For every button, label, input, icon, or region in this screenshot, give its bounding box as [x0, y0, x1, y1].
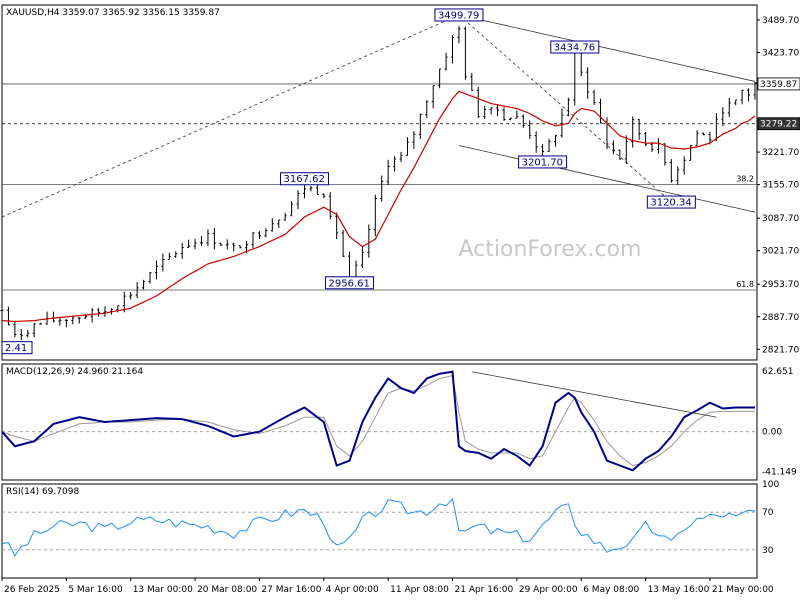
trend-line: [458, 14, 672, 203]
price-label-box: [646, 195, 696, 209]
y-tick-label: 2953.70: [762, 280, 799, 290]
price-tag: [757, 77, 800, 91]
panel-frame: [1, 483, 758, 579]
x-tick-label: 4 Apr 00:00: [326, 585, 379, 595]
y-tick-label: 3087.70: [762, 214, 799, 224]
fib-label: 38.2: [736, 175, 754, 184]
y-tick-label: 3359.87: [760, 80, 797, 90]
rsi-title: RSI(14) 69.7098: [6, 487, 79, 497]
rsi-line: [1, 497, 756, 557]
y-tick-label: 3221.70: [762, 148, 799, 158]
y-tick-label: 3021.70: [762, 247, 799, 257]
moving-average-line: [1, 90, 756, 323]
trend-line: [1, 14, 460, 218]
x-tick-label: 27 Mar 16:00: [261, 585, 321, 595]
price-tag: [757, 117, 800, 131]
price-label: 3201.70: [522, 157, 563, 168]
chart-header: XAUUSD,H4 3359.07 3365.92 3356.15 3359.8…: [6, 8, 220, 18]
x-tick-label: 11 Apr 08:00: [390, 585, 449, 595]
rsi-y-tick: 100: [762, 480, 779, 490]
price-label: 3499.79: [438, 10, 479, 21]
macd-y-tick: -41.149: [762, 467, 797, 477]
y-tick-label: 2821.70: [762, 345, 799, 355]
price-label: 3120.34: [650, 198, 691, 209]
macd-y-tick: 62.651: [762, 367, 794, 377]
x-tick-label: 26 Feb 2025: [4, 585, 60, 595]
x-tick-label: 21 Apr 16:00: [455, 585, 514, 595]
price-label-box: [1, 341, 33, 355]
y-tick-label: 2887.70: [762, 313, 799, 323]
macd-line: [1, 370, 755, 472]
price-label-box: [279, 172, 329, 186]
y-tick-label: 3279.22: [760, 120, 797, 130]
price-label: 2956.61: [329, 278, 370, 289]
x-tick-label: 5 Mar 16:00: [68, 585, 123, 595]
macd-y-tick: 0.00: [762, 428, 782, 438]
trend-line: [458, 14, 756, 82]
panel-frame: [1, 4, 758, 361]
x-tick-label: 13 May 16:00: [648, 585, 710, 595]
y-tick-label: 3155.70: [762, 181, 799, 191]
y-tick-label: 3423.70: [762, 48, 799, 58]
x-tick-label: 29 Apr 00:00: [519, 585, 578, 595]
panel-frame: [1, 363, 758, 481]
x-tick-label: 13 Mar 00:00: [133, 585, 193, 595]
price-label-box: [325, 276, 375, 290]
price-label-box: [434, 8, 484, 22]
rsi-y-tick: 70: [762, 508, 774, 518]
price-label-box: [550, 40, 600, 54]
price-label: 3167.62: [283, 174, 324, 185]
macd-title: MACD(12,26,9) 24.960 21.164: [6, 367, 143, 377]
price-label-box: [518, 155, 568, 169]
macd-signal-line: [1, 374, 755, 467]
macd-trend-line: [471, 371, 717, 418]
price-label: 3434.76: [554, 43, 595, 54]
rsi-y-tick: 30: [762, 546, 774, 556]
price-label: 2.41: [5, 343, 27, 354]
x-tick-label: 20 Mar 08:00: [197, 585, 257, 595]
watermark: ActionForex.com: [459, 237, 642, 262]
trend-line: [458, 145, 756, 213]
x-tick-label: 6 May 08:00: [583, 585, 639, 595]
fib-label: 61.8: [736, 280, 754, 289]
x-tick-label: 21 May 00:00: [712, 585, 774, 595]
y-tick-label: 3489.70: [762, 16, 799, 26]
